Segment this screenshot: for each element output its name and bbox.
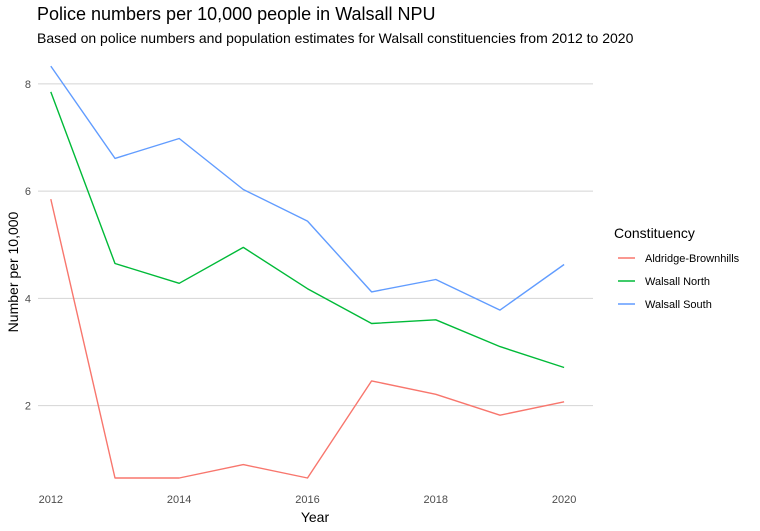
series-line-walsall-south bbox=[50, 65, 565, 311]
chart-subtitle: Based on police numbers and population e… bbox=[37, 30, 634, 46]
chart-title: Police numbers per 10,000 people in Wals… bbox=[37, 4, 436, 24]
series-line-aldridge-brownhills bbox=[50, 198, 565, 479]
y-axis-title: Number per 10,000 bbox=[5, 211, 21, 332]
x-tick-label: 2018 bbox=[424, 494, 448, 506]
x-tick-label: 2016 bbox=[295, 494, 319, 506]
series-line-walsall-north bbox=[50, 91, 565, 369]
legend-label: Aldridge-Brownhills bbox=[645, 253, 740, 265]
x-tick-label: 2014 bbox=[167, 494, 191, 506]
legend-title: Constituency bbox=[614, 225, 695, 241]
legend-label: Walsall South bbox=[645, 299, 712, 311]
legend: Constituency Aldridge-Brownhills Walsall … bbox=[614, 225, 740, 311]
x-tick-label: 2020 bbox=[552, 494, 576, 506]
y-tick-label: 6 bbox=[25, 186, 31, 198]
x-axis-ticks: 2012 2014 2016 2018 2020 bbox=[39, 494, 577, 506]
x-axis-title: Year bbox=[301, 509, 330, 525]
gridlines bbox=[38, 83, 593, 407]
y-axis-ticks: 2 4 6 8 bbox=[25, 79, 31, 413]
y-tick-label: 2 bbox=[25, 401, 31, 413]
series-lines bbox=[50, 65, 565, 479]
y-tick-label: 8 bbox=[25, 79, 31, 91]
y-tick-label: 4 bbox=[25, 293, 31, 305]
x-tick-label: 2012 bbox=[39, 494, 63, 506]
legend-label: Walsall North bbox=[645, 276, 710, 288]
